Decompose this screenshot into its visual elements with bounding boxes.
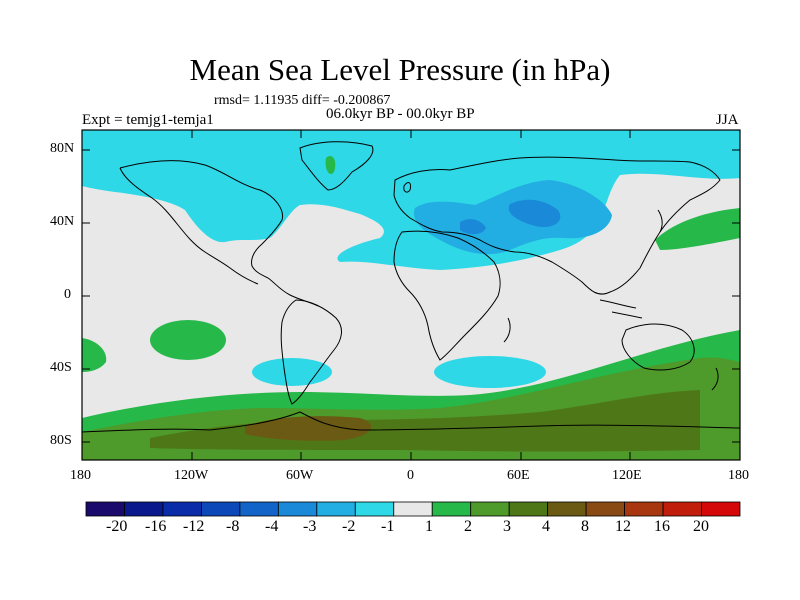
- colorbar-label-3: -12: [183, 518, 205, 535]
- colorbar-label-9: 1: [425, 518, 433, 535]
- colorbar-swatch-8: [354, 501, 395, 517]
- colorbar-swatch-7: [316, 501, 356, 517]
- colorbar-swatch-5: [239, 501, 279, 517]
- west-pacific-positive: [655, 208, 740, 250]
- map-title: Mean Sea Level Pressure (in hPa): [189, 52, 611, 87]
- experiment-label: Expt = temjg1-temja1: [82, 112, 214, 128]
- southern-positive-4-8: [245, 416, 372, 441]
- south-pacific-positive: [150, 320, 226, 360]
- coastline-africa: [393, 230, 501, 361]
- colorbar-label-15: 16: [654, 518, 670, 535]
- period-text: 06.0kyr BP - 00.0kyr BP: [326, 106, 475, 122]
- colorbar-swatch-17: [701, 501, 741, 517]
- coastline-new-zealand: [711, 367, 719, 391]
- mideast-negative-core: [460, 219, 486, 235]
- colorbar-label-2: -16: [145, 518, 167, 535]
- colorbar-label-14: 12: [615, 518, 631, 535]
- stats-text: rmsd= 1.11935 diff= -0.200867: [214, 93, 391, 108]
- coastline-south-america: [280, 299, 342, 405]
- x-label-120e: 120E: [612, 468, 642, 483]
- x-label-60e: 60E: [507, 468, 530, 483]
- coastline-australia: [621, 323, 695, 371]
- colorbar-label-11: 3: [503, 518, 511, 535]
- colorbar-swatch-9: [393, 501, 433, 517]
- coastline-eurasia: [393, 156, 721, 295]
- coastline-indonesia: [599, 299, 643, 319]
- y-label-0: 0: [64, 287, 71, 302]
- x-label-180w: 180: [70, 468, 91, 483]
- eurasia-negative-core: [414, 180, 612, 255]
- colorbar-swatch-1: [85, 501, 125, 517]
- coastline-antarctica: [82, 411, 740, 433]
- x-label-0: 0: [407, 468, 414, 483]
- colorbar-label-8: -1: [381, 518, 395, 535]
- coastline-japan: [657, 209, 663, 233]
- y-label-80n: 80N: [50, 141, 75, 156]
- greenland-anomaly: [325, 155, 336, 175]
- x-label-120w: 120W: [174, 468, 209, 483]
- pressure-anomaly-fields: [82, 130, 740, 460]
- colorbar-swatch-6: [277, 501, 318, 517]
- coastline-north-america: [119, 160, 319, 307]
- y-label-80s: 80S: [50, 433, 72, 448]
- colorbar-label-16: 20: [693, 518, 709, 535]
- y-label-40n: 40N: [50, 214, 75, 229]
- colorbar-swatch-2: [124, 501, 164, 517]
- colorbar-label-4: -8: [226, 518, 240, 535]
- season-label: JJA: [716, 112, 739, 128]
- colorbar-swatch-12: [508, 501, 549, 517]
- colorbar-label-12: 4: [542, 518, 550, 535]
- colorbar-swatch-13: [547, 501, 587, 517]
- coastlines: [82, 141, 740, 433]
- x-label-60w: 60W: [286, 468, 314, 483]
- colorbar-swatch-14: [585, 501, 625, 517]
- colorbar-label-6: -3: [303, 518, 317, 535]
- colorbar-swatch-11: [470, 501, 510, 517]
- coastline-greenland: [299, 141, 374, 191]
- colorbar-swatch-10: [431, 501, 472, 517]
- colorbar-swatch-4: [201, 501, 241, 517]
- x-axis-ticks: [81, 130, 741, 460]
- colorbar-label-10: 2: [464, 518, 472, 535]
- y-axis-ticks: [82, 149, 740, 443]
- colorbar-swatch-15: [624, 501, 664, 517]
- colorbar-label-5: -4: [265, 518, 279, 535]
- colorbar-label-13: 8: [581, 518, 589, 535]
- colorbar-swatch-3: [162, 501, 202, 517]
- colorbar-label-1: -20: [106, 518, 128, 535]
- x-label-180e: 180: [728, 468, 749, 483]
- y-label-40s: 40S: [50, 360, 72, 375]
- colorbar-label-7: -2: [342, 518, 356, 535]
- west-edge-positive: [82, 338, 107, 372]
- asia-negative-core: [508, 199, 561, 228]
- colorbar: [85, 501, 741, 517]
- south-atlantic-negative: [252, 358, 332, 386]
- colorbar-swatch-16: [662, 501, 702, 517]
- coastline-madagascar: [503, 317, 511, 343]
- coastline-british-isles: [403, 182, 411, 193]
- indian-ocean-negative: [434, 356, 546, 388]
